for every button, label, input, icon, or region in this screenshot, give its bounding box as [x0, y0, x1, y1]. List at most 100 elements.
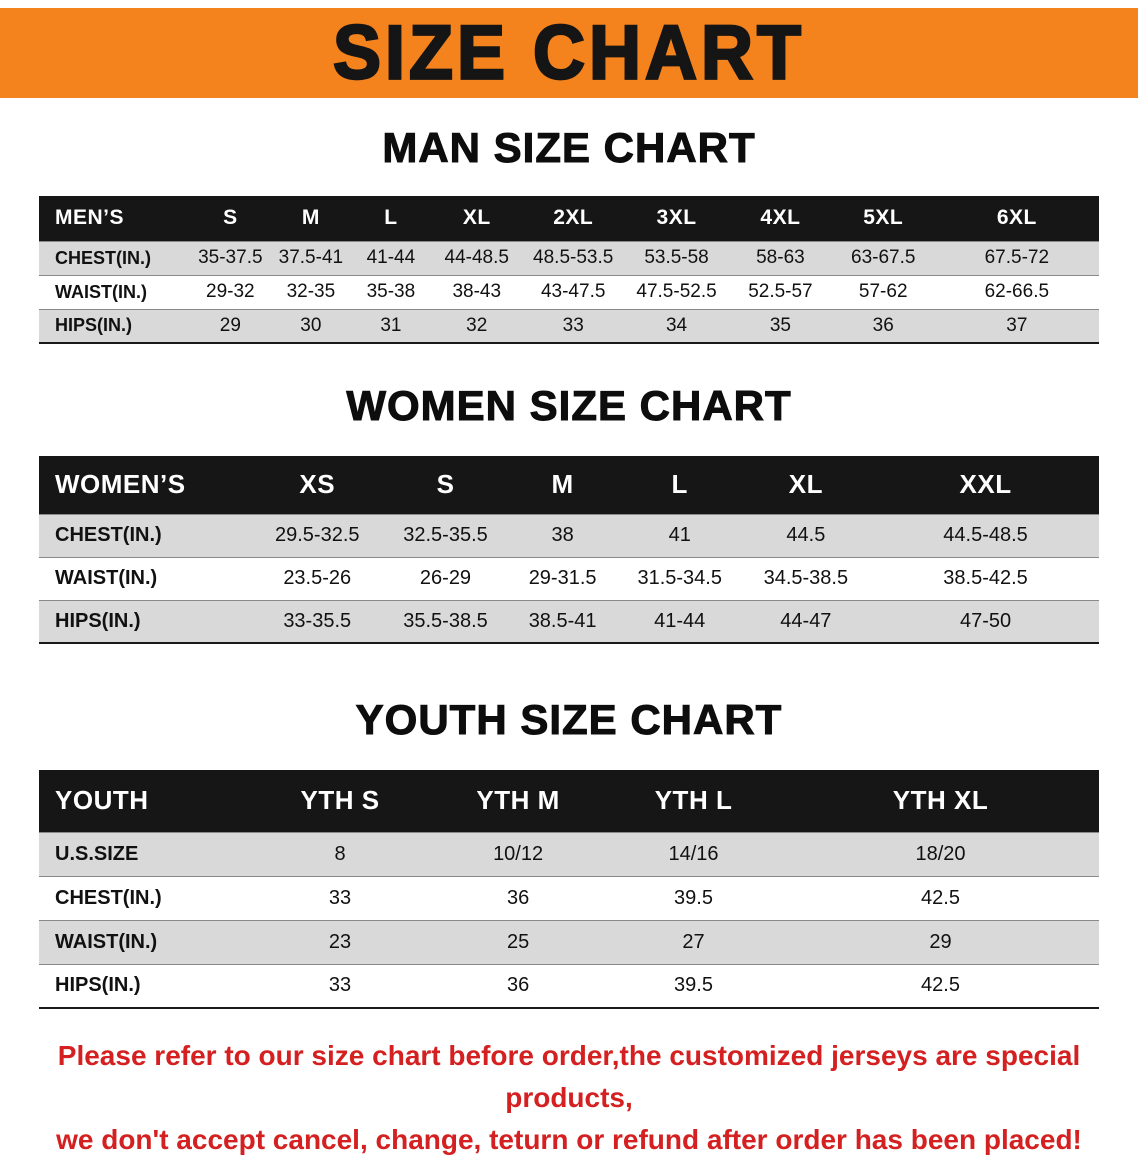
size-value-cell: 36: [872, 314, 894, 336]
size-value-cell: 29-32: [206, 281, 255, 302]
table-title-cell: MEN’S: [39, 196, 190, 241]
size-value-cell: 41: [668, 524, 691, 546]
size-value-cell: 62-66.5: [984, 281, 1050, 302]
size-value-cell: 29-31.5: [528, 567, 597, 589]
size-value-cell: 25: [506, 930, 530, 953]
table-header-row: WOMEN’S XS S M L XL XXL: [39, 456, 1099, 514]
size-value-cell: 44-48.5: [444, 247, 509, 268]
size-value-cell: 38.5-41: [528, 609, 597, 632]
row-label-cell: HIPS(IN.): [55, 315, 133, 336]
size-value-cell: 39.5: [674, 886, 713, 909]
size-value-cell: 47.5-52.5: [636, 281, 717, 302]
size-value-cell: 23: [328, 930, 352, 953]
table-title-cell: WOMEN’S: [39, 456, 249, 514]
size-value-cell: 42.5: [921, 974, 960, 997]
row-label-cell: WAIST(IN.): [55, 281, 147, 302]
size-value-cell: 38-43: [452, 281, 502, 302]
women-size-table: WOMEN’S XS S M L XL XXL CHEST(IN.) 29.5-32.5 32.5…: [39, 456, 1099, 644]
size-value-cell: 31.5-34.5: [637, 567, 722, 589]
size-value-cell: 23.5-26: [283, 567, 352, 589]
size-value-cell: 35-37.5: [198, 247, 263, 268]
size-value-cell: 33: [328, 886, 352, 909]
size-value-cell: 67.5-72: [984, 247, 1050, 268]
size-header-cell: XL: [431, 196, 523, 241]
size-header-cell: L: [350, 196, 432, 241]
size-header-cell: M: [505, 456, 620, 514]
size-header-cell: M: [271, 196, 351, 241]
table-row: CHEST(IN.) 33 36 39.5 42.5: [39, 876, 1099, 920]
size-value-cell: 35-38: [366, 281, 416, 302]
size-value-cell: 14/16: [668, 842, 719, 865]
table-row: WAIST(IN.) 23.5-26 26-29 29-31.5 31.5-34.5 34…: [39, 557, 1099, 600]
size-value-cell: 63-67.5: [851, 247, 916, 268]
size-value-cell: 42.5: [921, 886, 960, 909]
row-label-cell: WAIST(IN.): [55, 567, 158, 589]
size-header-cell: 2XL: [522, 196, 625, 241]
table-row: CHEST(IN.) 35-37.5 37.5-41 41-44 44-48.5 48.5…: [39, 241, 1099, 275]
size-header-cell: 6XL: [934, 196, 1099, 241]
women-size-section: WOMEN SIZE CHART WOMEN’S XS S M L XL XXL CHEST(…: [0, 382, 1138, 644]
size-value-cell: 43-47.5: [540, 281, 606, 302]
size-value-cell: 44.5: [786, 524, 826, 546]
size-value-cell: 52.5-57: [748, 281, 813, 302]
size-value-cell: 41-44: [366, 247, 416, 268]
size-header-cell: XS: [248, 456, 386, 514]
size-value-cell: 32.5-35.5: [403, 524, 488, 546]
size-value-cell: 33-35.5: [283, 609, 352, 632]
section-heading-women: WOMEN SIZE CHART: [346, 382, 792, 430]
size-value-cell: 8: [334, 842, 346, 865]
size-value-cell: 35.5-38.5: [403, 609, 488, 632]
size-value-cell: 31: [380, 314, 402, 336]
size-value-cell: 33: [562, 314, 584, 336]
row-label-cell: CHEST(IN.): [55, 524, 162, 546]
size-value-cell: 30: [300, 314, 322, 336]
size-value-cell: 37: [1006, 314, 1028, 336]
size-value-cell: 44-47: [780, 609, 832, 632]
size-value-cell: 26-29: [419, 567, 472, 589]
size-value-cell: 44.5-48.5: [943, 524, 1028, 546]
size-header-cell: 5XL: [831, 196, 935, 241]
size-value-cell: 37.5-41: [278, 247, 344, 268]
table-title-cell: YOUTH: [39, 770, 249, 832]
size-value-cell: 29.5-32.5: [274, 524, 360, 546]
size-header-cell: YTH XL: [782, 770, 1099, 832]
size-value-cell: 27: [682, 930, 705, 953]
size-header-cell: S: [189, 196, 272, 241]
size-header-cell: YTH M: [431, 770, 606, 832]
size-value-cell: 29: [219, 314, 241, 336]
size-header-cell: L: [619, 456, 740, 514]
section-heading-youth: YOUTH SIZE CHART: [355, 696, 783, 744]
youth-size-table: YOUTH YTH S YTH M YTH L YTH XL U.S.SIZE 8 10/12…: [39, 770, 1099, 1009]
row-label-cell: CHEST(IN.): [55, 886, 162, 909]
table-header-row: YOUTH YTH S YTH M YTH L YTH XL: [39, 770, 1099, 832]
size-value-cell: 36: [506, 974, 530, 997]
disclaimer-line-2: we don't accept cancel, change, teturn o…: [56, 1124, 1082, 1155]
size-header-cell: XL: [739, 456, 873, 514]
banner: SIZE CHART: [0, 8, 1138, 98]
men-size-table: MEN’S S M L XL 2XL 3XL 4XL 5XL 6XL CHEST(IN.) 35-37…: [39, 196, 1099, 344]
size-value-cell: 38: [551, 524, 574, 546]
size-value-cell: 29: [929, 930, 952, 953]
size-value-cell: 58-63: [756, 247, 805, 268]
size-value-cell: 53.5-58: [644, 247, 709, 268]
table-row: U.S.SIZE 8 10/12 14/16 18/20: [39, 832, 1099, 876]
men-size-section: MAN SIZE CHART MEN’S S M L XL 2XL 3XL 4XL 5XL 6XL…: [0, 124, 1138, 344]
size-value-cell: 39.5: [674, 974, 713, 997]
size-value-cell: 32-35: [286, 281, 336, 302]
disclaimer-line-1: Please refer to our size chart before or…: [57, 1040, 1081, 1113]
row-label-cell: WAIST(IN.): [55, 930, 158, 953]
size-value-cell: 57-62: [858, 281, 908, 302]
size-value-cell: 34.5-38.5: [763, 567, 849, 589]
page-title: SIZE CHART: [332, 9, 805, 96]
size-header-cell: 4XL: [729, 196, 832, 241]
size-value-cell: 35: [769, 314, 791, 336]
row-label-cell: HIPS(IN.): [55, 609, 141, 632]
size-value-cell: 18/20: [915, 842, 966, 865]
section-heading-men: MAN SIZE CHART: [382, 124, 756, 172]
table-row: WAIST(IN.) 23 25 27 29: [39, 920, 1099, 964]
table-row: HIPS(IN.) 33 36 39.5 42.5: [39, 964, 1099, 1008]
size-header-cell: YTH L: [605, 770, 783, 832]
size-value-cell: 48.5-53.5: [533, 247, 614, 268]
size-header-cell: 3XL: [624, 196, 730, 241]
row-label-cell: CHEST(IN.): [55, 247, 151, 268]
